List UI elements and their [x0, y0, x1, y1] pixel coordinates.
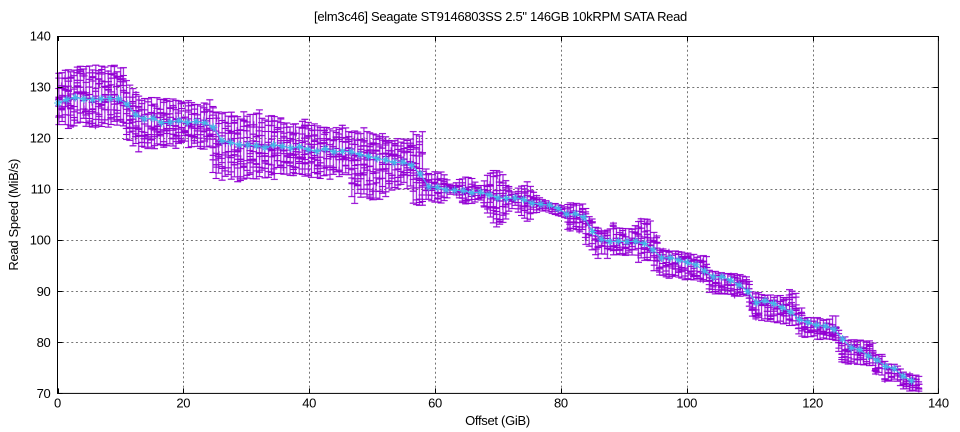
svg-text:140: 140 — [30, 29, 51, 44]
svg-text:80: 80 — [554, 396, 568, 411]
svg-text:100: 100 — [30, 233, 51, 248]
svg-text:140: 140 — [928, 396, 949, 411]
svg-text:20: 20 — [176, 396, 190, 411]
svg-text:80: 80 — [37, 335, 51, 350]
svg-text:Offset (GiB): Offset (GiB) — [465, 413, 530, 428]
svg-text:70: 70 — [37, 386, 51, 401]
svg-text:90: 90 — [37, 284, 51, 299]
svg-text:120: 120 — [30, 131, 51, 146]
svg-text:40: 40 — [302, 396, 316, 411]
svg-text:120: 120 — [802, 396, 823, 411]
svg-text:100: 100 — [676, 396, 697, 411]
svg-text:Read Speed (MiB/s): Read Speed (MiB/s) — [6, 159, 21, 271]
svg-text:130: 130 — [30, 80, 51, 95]
svg-text:110: 110 — [31, 182, 51, 197]
svg-text:0: 0 — [54, 396, 61, 411]
svg-text:60: 60 — [428, 396, 442, 411]
svg-text:[elm3c46] Seagate ST9146803SS: [elm3c46] Seagate ST9146803SS 2.5" 146GB… — [314, 9, 687, 24]
